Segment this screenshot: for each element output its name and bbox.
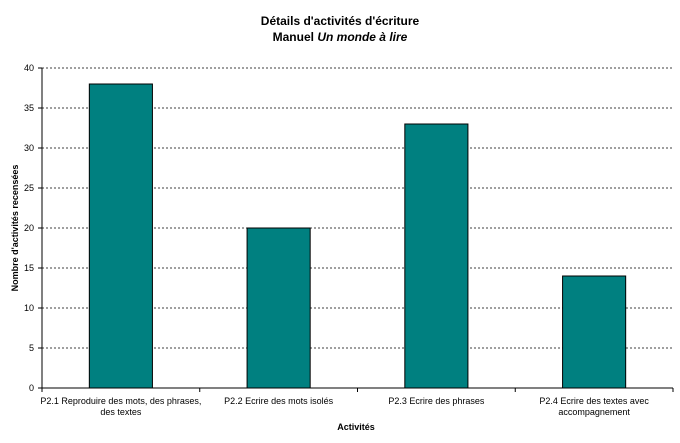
x-tick-label: P2.2 Ecrire des mots isolés (224, 396, 334, 406)
x-tick-label-line: P2.4 Ecrire des textes avec (539, 396, 649, 406)
bar (562, 275, 627, 389)
chart-subtitle-prefix: Manuel (272, 30, 318, 44)
chart-subtitle-italic: Un monde à lire (317, 30, 408, 44)
x-tick-label-line: P2.3 Ecrire des phrases (388, 396, 485, 406)
axes (38, 67, 674, 392)
x-tick-label: P2.4 Ecrire des textes avec accompagnemen… (539, 396, 649, 417)
x-axis-label: Activités (337, 422, 375, 432)
y-tick-label: 10 (24, 303, 34, 313)
bar (88, 83, 153, 389)
bars (88, 83, 627, 389)
y-tick-label: 5 (29, 343, 34, 353)
x-tick-labels: P2.1 Reproduire des mots, des phrases, de… (40, 396, 649, 417)
x-tick-label-line: P2.1 Reproduire des mots, des phrases, (40, 396, 201, 406)
y-tick-label: 25 (24, 183, 34, 193)
chart-title: Détails d'activités d'écriture (260, 14, 420, 28)
bar (404, 123, 469, 389)
y-tick-label: 0 (29, 383, 34, 393)
x-tick-label-line: accompagnement (558, 407, 630, 417)
bar (246, 227, 311, 389)
y-tick-label: 15 (24, 263, 34, 273)
y-tick-labels: 0 5 10 15 20 25 30 35 40 (24, 63, 34, 393)
y-tick-label: 40 (24, 63, 34, 73)
x-tick-label: P2.3 Ecrire des phrases (388, 396, 485, 406)
x-tick-label: P2.1 Reproduire des mots, des phrases, de… (40, 396, 201, 417)
chart-subtitle: Manuel Un monde à lire (0, 29, 680, 45)
y-axis-label: Nombre d'activités recensées (10, 165, 20, 292)
y-tick-label: 35 (24, 103, 34, 113)
y-tick-label: 30 (24, 143, 34, 153)
y-tick-label: 20 (24, 223, 34, 233)
x-tick-label-line: P2.2 Ecrire des mots isolés (224, 396, 334, 406)
x-tick-label-line: des textes (100, 407, 142, 417)
chart-title-block: Détails d'activités d'écriture Manuel Un… (0, 13, 680, 45)
